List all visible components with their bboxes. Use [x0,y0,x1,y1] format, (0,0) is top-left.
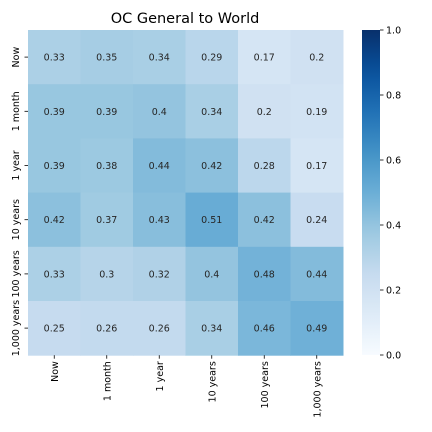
cell-value-label: 0.4 [152,107,167,118]
heatmap-cell [185,30,239,85]
cell-value-label: 0.17 [306,161,327,172]
heatmap-cell [290,301,344,356]
heatmap-cell [80,246,134,302]
heatmap-cell [28,84,81,139]
heatmap-cell [238,246,291,302]
heatmap-cell [185,301,239,356]
heatmap-cell [28,301,81,356]
heatmap-cell [80,138,134,194]
heatmap-cell [28,30,81,85]
heatmap-cell [238,138,291,194]
heatmap-cell [185,192,239,248]
cell-value-label: 0.46 [254,324,275,335]
heatmap-cell [28,192,81,248]
y-tick-label: 10 years [11,199,22,240]
cell-value-label: 0.38 [96,161,117,172]
x-axis-ticks: Now 1 month 1 year 10 years 100 years 1,000 y… [50,355,323,418]
cell-value-label: 0.4 [204,269,219,280]
x-tick-label: 1 month [102,361,113,401]
colorbar-tick-label: 1.0 [386,26,401,37]
y-tick-label: Now [11,47,22,68]
heatmap-cell [238,301,291,356]
cell-value-label: 0.35 [96,53,117,64]
y-tick-label: 100 years [11,250,22,297]
heatmap-cell [28,246,81,302]
colorbar-tick-label: 0.6 [386,156,401,167]
heatmap-cell [80,301,134,356]
x-tick-label: 100 years [260,361,271,408]
cell-value-label: 0.37 [96,215,117,226]
cell-value-label: 0.51 [201,215,222,226]
cell-value-label: 0.39 [44,161,65,172]
cell-annotations: 0.33 0.35 0.34 0.29 0.17 0.2 0.39 0.39 0.4 0.34 0.… [44,53,328,335]
cell-value-label: 0.42 [254,215,275,226]
y-axis-ticks: Now 1 month 1 year 10 years 100 years 1,000 y… [11,47,28,356]
heatmap-cell [185,84,239,139]
heatmap-cell [290,30,344,85]
cell-value-label: 0.33 [44,269,65,280]
cell-value-label: 0.44 [306,269,327,280]
heatmap-cell [80,84,134,139]
x-tick-label: 10 years [207,361,218,402]
cell-value-label: 0.28 [254,161,275,172]
cell-value-label: 0.25 [44,324,65,335]
heatmap-cell [133,30,186,85]
cell-value-label: 0.24 [306,215,327,226]
cell-value-label: 0.49 [306,324,327,335]
colorbar: 0.0 0.2 0.4 0.6 0.8 1.0 [362,26,401,362]
cell-value-label: 0.34 [149,53,170,64]
x-tick-label: Now [50,361,61,382]
heatmap-cell [133,192,186,248]
cell-value-label: 0.44 [149,161,170,172]
heatmap-cell [28,138,81,194]
colorbar-tick-label: 0.2 [386,286,401,297]
cell-value-label: 0.39 [96,107,117,118]
heatmap-cell [290,138,344,194]
heatmap-cells [28,30,344,356]
x-tick-label: 1,000 years [312,361,323,417]
cell-value-label: 0.26 [149,324,170,335]
chart-title: OC General to World [111,11,260,27]
cell-value-label: 0.17 [254,53,275,64]
y-tick-label: 1 month [11,91,22,131]
cell-value-label: 0.43 [149,215,170,226]
cell-value-label: 0.26 [96,324,117,335]
y-tick-label: 1 year [11,150,22,180]
cell-value-label: 0.2 [309,53,324,64]
heatmap-cell [133,84,186,139]
cell-value-label: 0.42 [44,215,65,226]
colorbar-tick-label: 0.0 [386,351,401,362]
cell-value-label: 0.34 [201,324,222,335]
cell-value-label: 0.33 [44,53,65,64]
cell-value-label: 0.34 [201,107,222,118]
cell-value-label: 0.2 [257,107,272,118]
heatmap-cell [133,246,186,302]
x-tick-label: 1 year [155,361,166,391]
cell-value-label: 0.42 [201,161,222,172]
cell-value-label: 0.19 [306,107,327,118]
colorbar-gradient [362,30,380,355]
cell-value-label: 0.48 [254,269,275,280]
heatmap-cell [133,301,186,356]
colorbar-tick-label: 0.4 [386,221,401,232]
heatmap-cell [238,192,291,248]
cell-value-label: 0.29 [201,53,222,64]
cell-value-label: 0.3 [99,269,114,280]
heatmap-cell [290,192,344,248]
heatmap-cell [185,246,239,302]
cell-value-label: 0.32 [149,269,170,280]
heatmap-cell [290,246,344,302]
y-tick-label: 1,000 years [11,300,22,356]
heatmap-cell [185,138,239,194]
heatmap-cell [80,30,134,85]
heatmap-cell [133,138,186,194]
heatmap-cell [80,192,134,248]
heatmap-cell [238,84,291,139]
cell-value-label: 0.39 [44,107,65,118]
heatmap-cell [238,30,291,85]
heatmap-cell [290,84,344,139]
colorbar-tick-label: 0.8 [386,91,401,102]
